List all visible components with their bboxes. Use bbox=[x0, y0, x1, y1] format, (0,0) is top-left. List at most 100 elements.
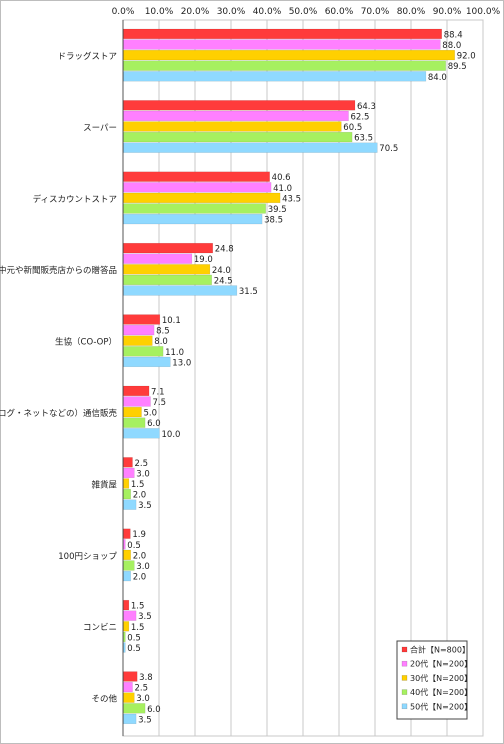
bar[interactable] bbox=[123, 560, 135, 571]
bar[interactable] bbox=[123, 285, 238, 296]
bar[interactable] bbox=[123, 385, 150, 397]
bar[interactable] bbox=[123, 39, 441, 50]
x-tick-label: 100.0% bbox=[466, 7, 501, 17]
bar[interactable] bbox=[123, 396, 151, 407]
category-label: ドラッグストア bbox=[57, 51, 117, 62]
value-label: 31.5 bbox=[239, 287, 258, 297]
x-tick-label: 90.0% bbox=[433, 7, 462, 17]
bar[interactable] bbox=[123, 121, 342, 132]
bar[interactable] bbox=[123, 242, 214, 254]
bar[interactable] bbox=[123, 467, 135, 479]
bar[interactable] bbox=[123, 488, 131, 500]
value-label: 2.5 bbox=[135, 684, 149, 694]
value-label: 2.5 bbox=[135, 459, 149, 469]
category-label: ディスカウントストア bbox=[33, 194, 117, 205]
bar[interactable] bbox=[123, 428, 160, 439]
value-label: 7.1 bbox=[151, 387, 165, 397]
value-label: 6.0 bbox=[147, 705, 161, 715]
x-tick-label: 40.0% bbox=[253, 7, 282, 17]
value-label: 0.5 bbox=[127, 633, 141, 643]
value-label: 8.5 bbox=[156, 327, 170, 337]
bar[interactable] bbox=[123, 539, 126, 550]
bar[interactable] bbox=[123, 570, 131, 582]
bar[interactable] bbox=[123, 213, 263, 225]
x-tick-label: 0.0% bbox=[112, 7, 135, 17]
value-label: 5.0 bbox=[144, 409, 158, 419]
value-label: 2.0 bbox=[133, 491, 147, 501]
bar[interactable] bbox=[123, 610, 137, 621]
value-label: 2.0 bbox=[133, 551, 147, 561]
bar[interactable] bbox=[123, 692, 135, 703]
value-label: 3.5 bbox=[138, 501, 152, 511]
bar[interactable] bbox=[123, 142, 378, 153]
bar[interactable] bbox=[123, 49, 455, 61]
value-label: 3.0 bbox=[136, 562, 150, 572]
bar[interactable] bbox=[123, 499, 137, 510]
bar[interactable] bbox=[123, 110, 349, 122]
value-label: 92.0 bbox=[457, 52, 476, 62]
bar[interactable] bbox=[123, 671, 138, 682]
bar[interactable] bbox=[123, 346, 164, 357]
value-label: 0.5 bbox=[127, 644, 141, 654]
category-label: お中元や新聞販売店からの贈答品 bbox=[0, 265, 117, 276]
bar[interactable] bbox=[123, 274, 212, 286]
bar[interactable] bbox=[123, 681, 133, 693]
value-label: 41.0 bbox=[273, 184, 292, 194]
bar[interactable] bbox=[123, 549, 131, 561]
x-tick-label: 50.0% bbox=[289, 7, 318, 17]
bar[interactable] bbox=[123, 478, 130, 489]
value-label: 3.5 bbox=[138, 715, 152, 725]
legend-swatch bbox=[401, 660, 408, 667]
category-label: 雑貨屋 bbox=[91, 479, 117, 490]
x-tick-label: 10.0% bbox=[145, 7, 174, 17]
legend-label: 20代【N=200】 bbox=[410, 659, 472, 669]
value-label: 3.5 bbox=[138, 612, 152, 622]
bar[interactable] bbox=[123, 631, 126, 643]
bar[interactable] bbox=[123, 324, 155, 336]
bar[interactable] bbox=[123, 642, 126, 653]
bar[interactable] bbox=[123, 356, 171, 368]
bar[interactable] bbox=[123, 713, 137, 725]
value-label: 11.0 bbox=[165, 348, 184, 358]
x-tick-label: 30.0% bbox=[217, 7, 246, 17]
category-label: コンビニ bbox=[83, 623, 117, 633]
legend-box bbox=[396, 640, 468, 720]
bar[interactable] bbox=[123, 131, 353, 143]
value-label: 84.0 bbox=[428, 73, 447, 83]
x-tick-labels: 0.0% 10.0% 20.0% 30.0% 40.0% 50.0% 60.0% 70.0% 8… bbox=[112, 7, 501, 17]
value-label: 88.4 bbox=[444, 30, 463, 40]
bar[interactable] bbox=[123, 182, 272, 193]
x-tick-label: 20.0% bbox=[181, 7, 210, 17]
bar[interactable] bbox=[123, 457, 133, 468]
bar[interactable] bbox=[123, 528, 131, 539]
bar[interactable] bbox=[123, 28, 442, 40]
legend-swatch bbox=[401, 675, 408, 681]
bar[interactable] bbox=[123, 192, 281, 204]
bar[interactable] bbox=[123, 621, 130, 632]
bar[interactable] bbox=[123, 703, 146, 714]
bar[interactable] bbox=[123, 599, 130, 611]
bar[interactable] bbox=[123, 406, 142, 418]
bar[interactable] bbox=[123, 100, 356, 111]
bar[interactable] bbox=[123, 171, 270, 182]
bar[interactable] bbox=[123, 335, 153, 346]
value-label: 19.0 bbox=[194, 255, 213, 265]
value-label: 0.5 bbox=[127, 541, 141, 551]
bar[interactable] bbox=[123, 417, 146, 428]
bar[interactable] bbox=[123, 203, 266, 214]
bar[interactable] bbox=[123, 253, 193, 264]
value-label: 10.1 bbox=[162, 316, 181, 326]
value-label: 3.0 bbox=[136, 694, 150, 704]
value-label: 3.8 bbox=[139, 673, 153, 683]
value-label: 39.5 bbox=[268, 205, 287, 215]
bar[interactable] bbox=[123, 314, 161, 325]
value-label: 8.0 bbox=[154, 337, 168, 347]
legend-swatch bbox=[401, 646, 408, 653]
value-label: 60.5 bbox=[343, 123, 362, 133]
category-label: 100円ショップ bbox=[58, 552, 117, 562]
value-label: 1.9 bbox=[132, 530, 146, 540]
bar[interactable] bbox=[123, 60, 446, 71]
bar[interactable] bbox=[123, 264, 211, 275]
bar[interactable] bbox=[123, 71, 427, 82]
legend-label: 40代【N=200】 bbox=[410, 687, 472, 697]
